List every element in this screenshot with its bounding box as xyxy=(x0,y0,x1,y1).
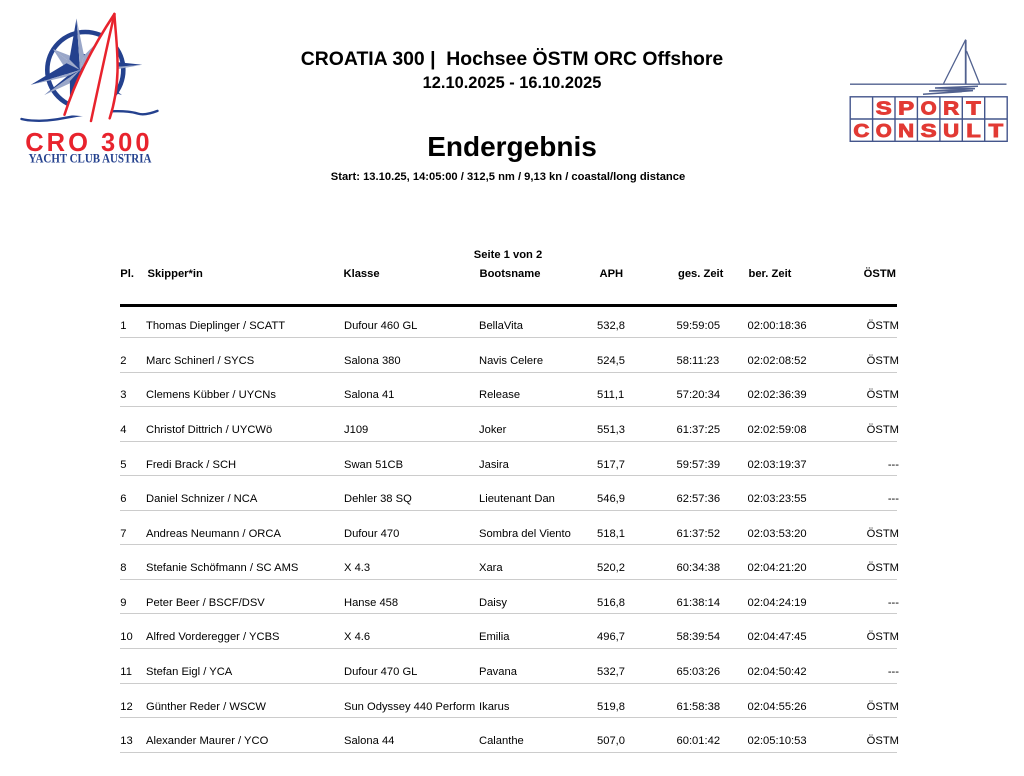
svg-text:R: R xyxy=(943,98,959,119)
svg-text:O: O xyxy=(876,120,892,141)
svg-text:U: U xyxy=(943,120,959,141)
svg-text:YACHT CLUB AUSTRIA: YACHT CLUB AUSTRIA xyxy=(29,151,152,166)
svg-text:S: S xyxy=(921,120,937,141)
svg-text:C: C xyxy=(853,120,869,141)
svg-text:T: T xyxy=(966,98,981,119)
svg-text:T: T xyxy=(989,120,1004,141)
svg-text:N: N xyxy=(898,120,914,141)
svg-text:L: L xyxy=(966,120,981,141)
svg-text:S: S xyxy=(876,98,892,119)
svg-text:O: O xyxy=(921,98,937,119)
svg-text:P: P xyxy=(898,98,914,119)
svg-text:CRO 300: CRO 300 xyxy=(25,129,152,157)
